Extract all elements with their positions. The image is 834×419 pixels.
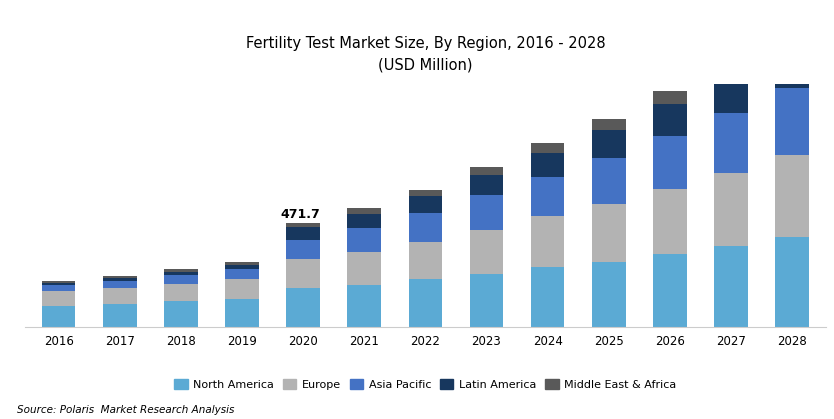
Bar [530, 153, 565, 176]
Bar [103, 277, 137, 281]
Bar [409, 190, 442, 197]
Bar [776, 237, 809, 327]
Bar [348, 228, 381, 252]
Bar [164, 269, 198, 272]
Bar [286, 288, 320, 327]
Bar [530, 267, 565, 327]
Bar [653, 136, 686, 189]
Bar [470, 230, 503, 274]
Bar [103, 288, 137, 304]
Text: 471.7: 471.7 [280, 208, 320, 221]
Bar [409, 197, 442, 214]
Bar [470, 167, 503, 175]
Bar [103, 276, 137, 277]
Bar [103, 281, 137, 288]
Bar [225, 279, 259, 299]
Bar [164, 275, 198, 284]
Bar [42, 285, 75, 292]
Bar [286, 240, 320, 259]
Bar [776, 46, 809, 88]
Bar [470, 195, 503, 230]
Bar [653, 103, 686, 136]
Bar [42, 292, 75, 306]
Bar [225, 269, 259, 279]
Bar [714, 113, 748, 173]
Bar [286, 222, 320, 228]
Bar [530, 143, 565, 153]
Bar [653, 91, 686, 103]
Legend: North America, Europe, Asia Pacific, Latin America, Middle East & Africa: North America, Europe, Asia Pacific, Lat… [170, 375, 681, 394]
Bar [409, 214, 442, 242]
Bar [286, 259, 320, 288]
Bar [409, 242, 442, 279]
Bar [530, 216, 565, 267]
Bar [42, 281, 75, 283]
Bar [348, 252, 381, 285]
Bar [42, 283, 75, 285]
Bar [225, 262, 259, 265]
Bar [103, 304, 137, 327]
Bar [714, 246, 748, 327]
Title: Fertility Test Market Size, By Region, 2016 - 2028
(USD Million): Fertility Test Market Size, By Region, 2… [245, 36, 605, 73]
Bar [714, 76, 748, 113]
Bar [592, 130, 626, 158]
Bar [225, 265, 259, 269]
Bar [409, 279, 442, 327]
Bar [348, 208, 381, 214]
Bar [164, 301, 198, 327]
Bar [42, 306, 75, 327]
Bar [348, 285, 381, 327]
Bar [225, 299, 259, 327]
Bar [286, 228, 320, 240]
Bar [653, 254, 686, 327]
Bar [776, 155, 809, 237]
Bar [592, 158, 626, 204]
Bar [714, 173, 748, 246]
Bar [530, 176, 565, 216]
Bar [164, 284, 198, 301]
Bar [592, 119, 626, 130]
Bar [164, 272, 198, 275]
Bar [592, 204, 626, 261]
Bar [470, 274, 503, 327]
Bar [470, 175, 503, 195]
Bar [348, 214, 381, 228]
Bar [592, 261, 626, 327]
Bar [714, 61, 748, 76]
Bar [776, 88, 809, 155]
Bar [653, 189, 686, 254]
Text: Source: Polaris  Market Research Analysis: Source: Polaris Market Research Analysis [17, 405, 234, 415]
Bar [776, 29, 809, 46]
